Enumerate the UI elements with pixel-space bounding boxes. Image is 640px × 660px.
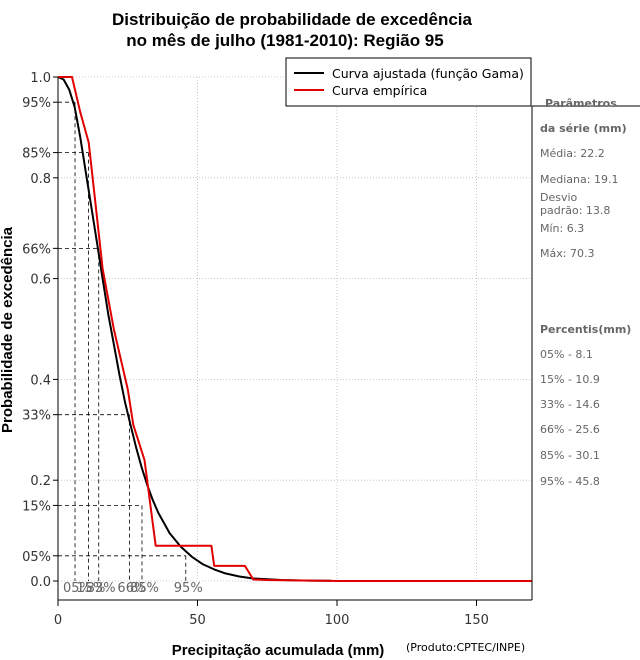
percentile-x-label-4: 85% — [130, 581, 159, 596]
credit-text: (Produto:CPTEC/INPE) — [406, 641, 525, 654]
percentil-33: 33% - 14.6 — [540, 398, 600, 411]
legend-label-empirical: Curva empírica — [332, 83, 427, 98]
percentile-guides — [58, 101, 187, 581]
y-axis: 0.0 0.2 0.4 0.6 0.8 1.0 05% 15% 33% 66% 85% 95% — [22, 71, 58, 590]
percentis-title: Percentis(mm) — [540, 323, 631, 336]
percentile-x-label-0: 05% — [63, 581, 92, 596]
chart-title-line2: no mês de julho (1981-2010): Região 95 — [126, 31, 443, 50]
y-pct-tick-label-2: 33% — [22, 409, 51, 424]
y-tick-label-0: 0.0 — [30, 575, 51, 590]
param-mediana: Mediana: 19.1 — [540, 173, 618, 186]
x-tick-label-3: 150 — [464, 613, 489, 628]
legend-label-gamma: Curva ajustada (função Gama) — [332, 66, 524, 81]
param-desvio-2: padrão: 13.8 — [540, 204, 610, 217]
percentil-85: 85% - 30.1 — [540, 449, 600, 462]
y-tick-label-3: 0.6 — [30, 273, 51, 288]
percentil-15: 15% - 10.9 — [540, 373, 600, 386]
y-pct-tick-label-4: 85% — [22, 147, 51, 162]
param-max: Máx: 70.3 — [540, 247, 594, 260]
percentil-05: 05% - 8.1 — [540, 348, 593, 361]
percentile-x-labels: 05%15%33% 66%85% 95% — [63, 581, 203, 596]
percentile-x-label-1: 15% — [76, 581, 105, 596]
y-tick-label-2: 0.4 — [30, 373, 51, 388]
side-panel: Parâmetros da série (mm) Média: 22.2 Med… — [540, 97, 631, 488]
y-pct-tick-label-5: 95% — [22, 96, 51, 111]
x-axis-title: Precipitação acumulada (mm) — [172, 642, 385, 659]
y-tick-label-4: 0.8 — [30, 172, 51, 187]
params-title-2: da série (mm) — [540, 122, 627, 135]
legend-box — [285, 57, 532, 107]
chart-title-line1: Distribuição de probabilidade de excedên… — [112, 10, 472, 29]
series-gamma-line — [57, 76, 332, 582]
percentil-95: 95% - 45.8 — [540, 475, 600, 488]
param-min: Mín: 6.3 — [540, 222, 584, 235]
y-tick-label-1: 0.2 — [30, 474, 51, 489]
y-pct-tick-label-1: 15% — [22, 499, 51, 514]
x-axis: 0 50 100 150 — [54, 600, 489, 628]
params-title-1: Parâmetros — [545, 97, 617, 110]
param-media: Média: 22.2 — [540, 147, 605, 160]
series-empirical-line — [58, 76, 533, 582]
percentile-x-label-3: 66% — [117, 581, 146, 596]
plot-frame — [57, 77, 640, 601]
y-pct-tick-label-0: 05% — [22, 550, 51, 565]
percentile-x-label-2: 33% — [87, 581, 116, 596]
x-tick-label-2: 100 — [325, 613, 350, 628]
y-axis-title: Probabilidade de excedência — [0, 226, 16, 433]
series-group — [57, 76, 533, 582]
y-tick-label-5: 1.0 — [30, 71, 51, 86]
percentile-x-label-5: 95% — [174, 581, 203, 596]
param-desvio-1: Desvio — [540, 191, 578, 204]
legend: Curva ajustada (função Gama) Curva empír… — [285, 57, 532, 107]
percentil-66: 66% - 25.6 — [540, 423, 600, 436]
y-pct-tick-label-3: 66% — [22, 242, 51, 257]
x-tick-label-1: 50 — [189, 613, 206, 628]
x-tick-label-0: 0 — [54, 613, 62, 628]
